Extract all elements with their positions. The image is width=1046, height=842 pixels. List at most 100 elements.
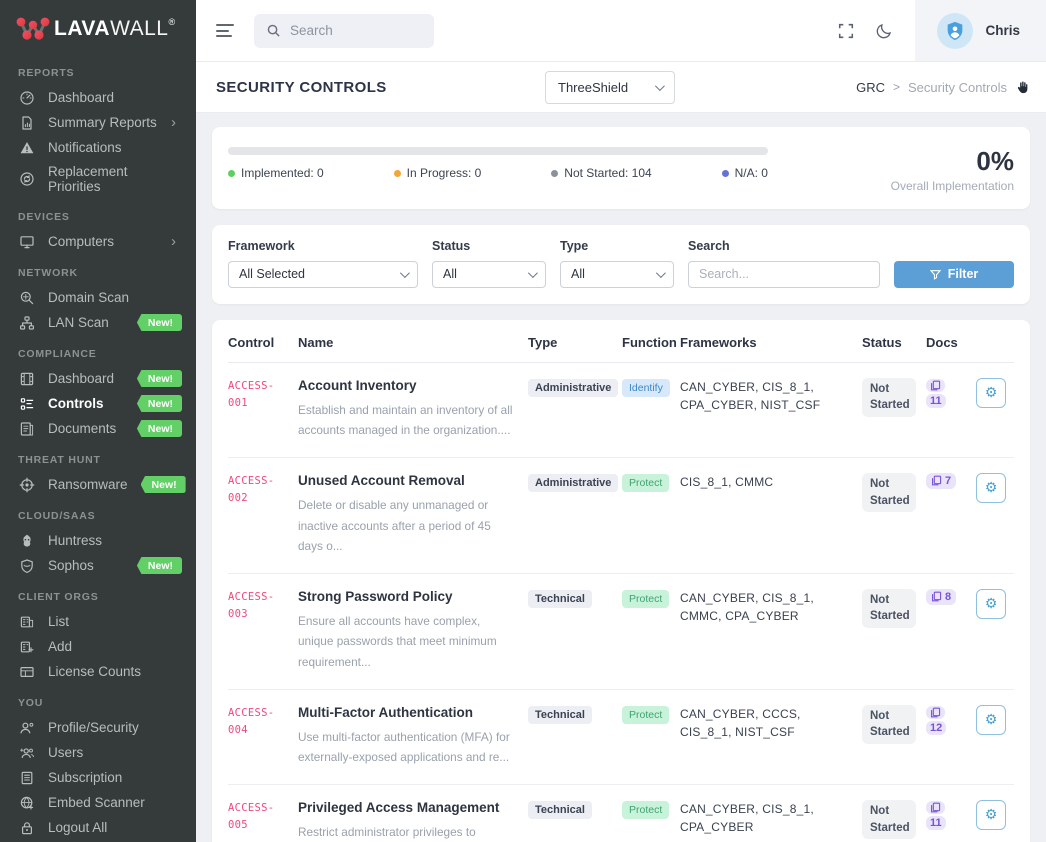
table-header: Control Name Type Function Frameworks St… [228, 322, 1014, 363]
table-row[interactable]: ACCESS-005 Privileged Access Management … [228, 784, 1014, 842]
sidebar-item-add[interactable]: Add [0, 634, 196, 659]
control-id[interactable]: ACCESS-002 [228, 474, 275, 505]
sidebar-item-ransomware[interactable]: Ransomware New! [0, 472, 196, 497]
control-id[interactable]: ACCESS-003 [228, 590, 275, 621]
documents-icon [931, 591, 942, 602]
control-description: Use multi-factor authentication (MFA) fo… [298, 729, 510, 765]
users-icon [18, 744, 35, 761]
type-select[interactable]: All [560, 260, 674, 288]
huntress-icon [18, 532, 35, 549]
docs-count: 7 [945, 474, 952, 487]
control-description: Establish and maintain an inventory of a… [298, 402, 513, 438]
docs-count-badge[interactable]: 11 [926, 801, 946, 830]
sidebar-item-computers[interactable]: Computers › [0, 229, 196, 254]
domain-scan-icon [18, 289, 35, 306]
row-settings-button[interactable]: ⚙ [976, 588, 1006, 619]
row-settings-button[interactable]: ⚙ [976, 472, 1006, 503]
fullscreen-icon[interactable] [827, 22, 865, 40]
sidebar-section-compliance: COMPLIANCE [18, 348, 97, 360]
documents-icon [926, 801, 945, 814]
dark-mode-icon[interactable] [865, 22, 903, 40]
docs-count: 12 [926, 720, 947, 735]
sidebar-item-huntress[interactable]: Huntress [0, 528, 196, 553]
table-body: ACCESS-001 Account Inventory Establish a… [228, 363, 1014, 842]
docs-count-badge[interactable]: 7 [926, 472, 957, 489]
control-id[interactable]: ACCESS-004 [228, 706, 275, 737]
control-id[interactable]: ACCESS-005 [228, 802, 275, 832]
filter-button[interactable]: Filter [894, 260, 1014, 288]
row-settings-button[interactable]: ⚙ [976, 704, 1006, 735]
control-id[interactable]: ACCESS-001 [228, 379, 275, 409]
sidebar-section-reports: REPORTS [18, 67, 75, 79]
menu-icon[interactable] [216, 21, 236, 41]
documents-icon [18, 420, 35, 437]
sidebar-item-list[interactable]: List [0, 609, 196, 634]
docs-count-badge[interactable]: 11 [926, 378, 946, 408]
sidebar-item-controls[interactable]: Controls New! [0, 391, 196, 416]
docs-count-badge[interactable]: 8 [926, 588, 957, 605]
sidebar-item-dashboard[interactable]: Dashboard New! [0, 366, 196, 391]
status-select[interactable]: All [432, 260, 546, 288]
controls-icon [18, 395, 35, 412]
sidebar-item-lan-scan[interactable]: LAN Scan New! [0, 310, 196, 335]
sidebar-item-embed-scanner[interactable]: Embed Scanner [0, 790, 196, 815]
filter-search-input[interactable] [688, 260, 880, 288]
lavawall-logo-icon [16, 17, 50, 40]
controls-table-card: Control Name Type Function Frameworks St… [212, 319, 1030, 842]
status-badge: Not Started [862, 588, 916, 629]
row-settings-button[interactable]: ⚙ [976, 800, 1006, 830]
topbar-actions: Chris [827, 0, 1046, 61]
user-menu[interactable]: Chris [915, 0, 1046, 61]
table-row[interactable]: ACCESS-002 Unused Account Removal Delete… [228, 456, 1014, 573]
sidebar-item-license-counts[interactable]: License Counts [0, 659, 196, 684]
sidebar-item-profile-security[interactable]: Profile/Security [0, 715, 196, 740]
docs-count-badge[interactable]: 12 [926, 705, 947, 735]
col-docs: Docs [926, 334, 958, 350]
type-badge: Technical [528, 801, 592, 819]
search-input[interactable] [290, 23, 410, 38]
funnel-icon [929, 269, 941, 280]
docs-count: 8 [945, 590, 952, 603]
col-name: Name [298, 334, 334, 350]
sidebar-item-documents[interactable]: Documents New! [0, 416, 196, 441]
progress-area: Implemented: 0 In Progress: 0 Not Starte… [228, 147, 768, 180]
sidebar-item-replacement-priorities[interactable]: Replacement Priorities [0, 160, 196, 198]
sidebar-item-logout-all[interactable]: Logout All [0, 815, 196, 840]
license-counts-icon [18, 663, 35, 680]
row-settings-button[interactable]: ⚙ [976, 377, 1006, 408]
col-function: Function [622, 334, 677, 350]
function-badge: Protect [622, 589, 670, 608]
table-row[interactable]: ACCESS-004 Multi-Factor Authentication U… [228, 688, 1014, 784]
control-name: Unused Account Removal [298, 472, 465, 488]
sidebar-section-client-orgs: CLIENT ORGS [18, 591, 99, 603]
breadcrumb-separator: > [893, 80, 901, 94]
function-badge: Identify [622, 378, 670, 397]
col-type: Type [528, 334, 558, 350]
sidebar-item-sophos[interactable]: Sophos New! [0, 553, 196, 578]
framework-select[interactable]: All Selected [228, 260, 418, 288]
status-filter: Status All [432, 239, 546, 288]
sidebar-item-subscription[interactable]: Subscription [0, 765, 196, 790]
legend-item: N/A: 0 [721, 166, 768, 180]
sidebar-item-domain-scan[interactable]: Domain Scan [0, 285, 196, 310]
documents-icon [926, 378, 945, 392]
global-search[interactable] [254, 13, 434, 48]
table-row[interactable]: ACCESS-001 Account Inventory Establish a… [228, 363, 1014, 457]
new-badge: New! [136, 557, 182, 574]
sidebar-item-users[interactable]: Users [0, 740, 196, 765]
logo-text: LAVAWALL® [54, 17, 176, 40]
table-row[interactable]: ACCESS-003 Strong Password Policy Ensure… [228, 572, 1014, 689]
sidebar-item-summary-reports[interactable]: Summary Reports › [0, 110, 196, 135]
sidebar-item-notifications[interactable]: Notifications [0, 135, 196, 160]
docs-count: 11 [926, 393, 946, 408]
grab-hand-icon[interactable] [1015, 80, 1030, 95]
profile-icon [18, 719, 35, 736]
breadcrumb-root[interactable]: GRC [856, 79, 885, 95]
breadcrumb: GRC > Security Controls [856, 80, 1030, 95]
legend-dot [551, 169, 559, 177]
sidebar-item-dashboard[interactable]: Dashboard [0, 85, 196, 110]
documents-icon [931, 475, 942, 486]
org-selector[interactable]: ThreeShield [545, 70, 675, 104]
col-frameworks: Frameworks [680, 334, 757, 350]
